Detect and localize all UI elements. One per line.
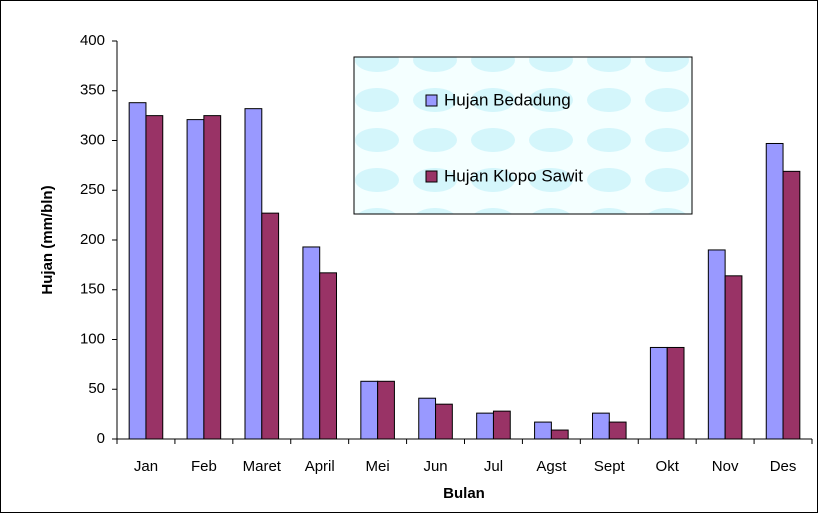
y-axis-title: Hujan (mm/bln)	[39, 185, 56, 294]
bar	[244, 108, 263, 440]
x-axis-title: Bulan	[443, 485, 485, 502]
bar	[360, 380, 379, 440]
x-tick-label: Okt	[656, 458, 680, 475]
bar	[203, 115, 222, 440]
legend-swatch	[425, 170, 438, 183]
legend-box	[353, 56, 693, 215]
bar	[666, 346, 685, 440]
y-tick-label: 350	[80, 82, 105, 99]
legend-label: Hujan Bedadung	[444, 90, 571, 109]
bar	[534, 421, 552, 440]
bar	[476, 412, 494, 440]
bar	[418, 397, 437, 440]
y-tick-label: 400	[80, 32, 105, 49]
bar	[591, 412, 610, 440]
bar	[550, 429, 569, 440]
x-tick-label: Mei	[366, 458, 390, 475]
bar	[492, 410, 511, 440]
y-tick-label: 300	[80, 131, 105, 148]
x-tick-label: Jun	[423, 458, 447, 475]
y-tick-label: 0	[97, 430, 105, 447]
bar	[765, 142, 784, 440]
x-tick-label: Nov	[712, 458, 739, 475]
bar	[649, 346, 668, 440]
x-tick-label: April	[305, 458, 335, 475]
x-tick-label: Jul	[484, 458, 503, 475]
bar	[707, 249, 726, 440]
y-tick-label: 250	[80, 181, 105, 198]
y-tick-label: 100	[80, 330, 105, 347]
x-tick-label: Des	[770, 458, 797, 475]
bar	[377, 380, 395, 440]
bar	[782, 170, 801, 440]
bar	[261, 212, 280, 440]
x-tick-label: Jan	[134, 458, 158, 475]
legend-label: Hujan Klopo Sawit	[444, 166, 583, 185]
bar	[608, 421, 627, 440]
legend-swatch	[425, 94, 438, 107]
bar	[302, 246, 321, 440]
x-tick-label: Maret	[243, 458, 282, 475]
x-tick-label: Agst	[536, 458, 567, 475]
y-tick-label: 150	[80, 281, 105, 298]
y-tick-label: 200	[80, 231, 105, 248]
bar	[128, 102, 147, 440]
bar	[724, 275, 743, 440]
bar	[319, 272, 338, 440]
bar	[145, 115, 164, 440]
y-tick-label: 50	[88, 380, 105, 397]
x-tick-label: Feb	[191, 458, 217, 475]
bar	[435, 403, 453, 440]
x-tick-label: Sept	[594, 458, 626, 475]
bar	[186, 119, 205, 440]
